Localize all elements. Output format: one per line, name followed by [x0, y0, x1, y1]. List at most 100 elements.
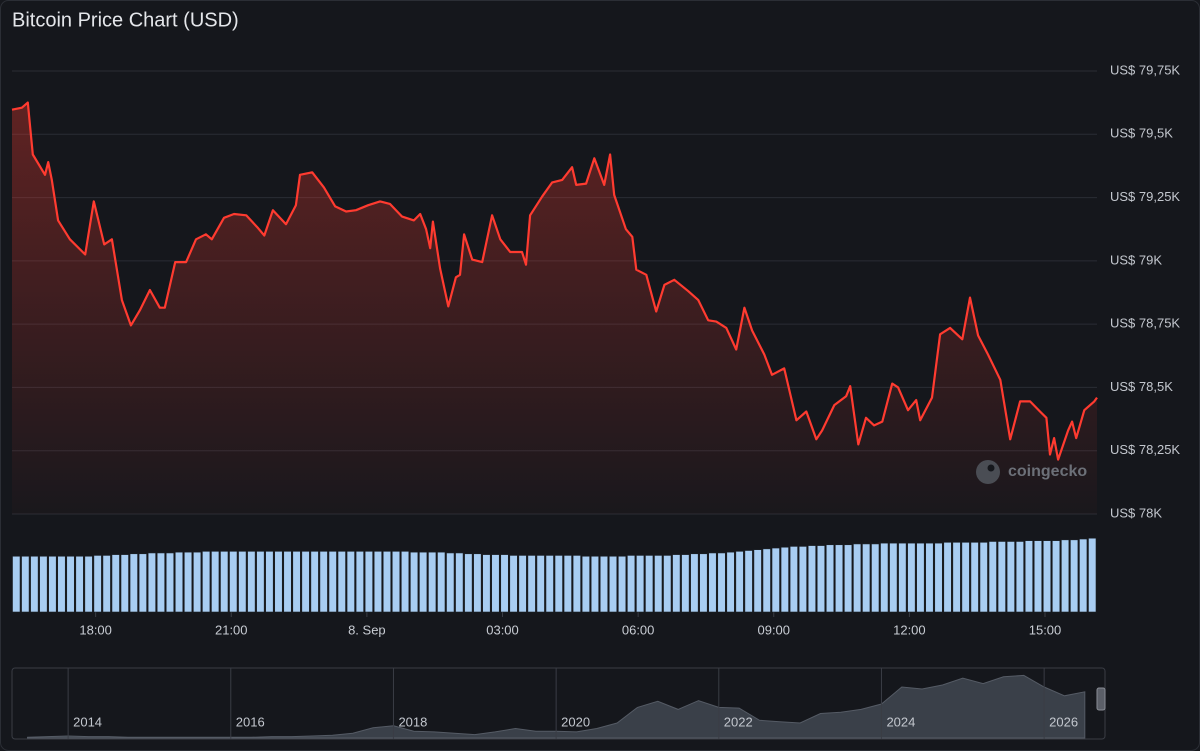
navigator-tick-label: 2020	[561, 714, 590, 729]
y-tick-label: US$ 78,25K	[1110, 442, 1180, 457]
volume-bar	[12, 555, 21, 613]
volume-bar	[129, 553, 138, 613]
y-tick-label: US$ 78K	[1110, 505, 1162, 520]
volume-bar	[545, 555, 554, 613]
volume-bar	[907, 542, 916, 613]
navigator-tick-label: 2024	[886, 714, 915, 729]
volume-bar	[165, 552, 175, 613]
volume-bar	[536, 555, 545, 613]
watermark-logo	[976, 460, 1000, 484]
volume-bar	[599, 555, 609, 613]
volume-bar	[138, 553, 147, 613]
x-tick-label: 18:00	[79, 622, 112, 637]
volume-bar	[1015, 541, 1024, 613]
navigator-tick-label: 2016	[236, 714, 265, 729]
volume-bar	[48, 555, 57, 613]
volume-bar	[771, 547, 780, 613]
volume-bar	[66, 555, 75, 613]
navigator-handle[interactable]	[1096, 687, 1106, 711]
volume-bar	[1088, 537, 1097, 613]
y-tick-label: US$ 79,75K	[1110, 62, 1180, 77]
volume-bar	[645, 555, 654, 613]
volume-bar	[789, 546, 798, 613]
volume-bar	[174, 551, 184, 613]
volume-bar	[193, 551, 202, 613]
y-tick-label: US$ 79,5K	[1110, 126, 1173, 141]
volume-bar	[491, 554, 500, 613]
volume-bar	[419, 551, 428, 613]
y-tick-label: US$ 79K	[1110, 252, 1162, 267]
volume-bar	[617, 555, 627, 613]
volume-bar	[997, 541, 1006, 613]
navigator-tick-label: 2018	[398, 714, 427, 729]
volume-bar	[844, 544, 853, 613]
volume-bar	[274, 551, 283, 613]
volume-bar	[147, 552, 156, 613]
volume-bar	[608, 555, 618, 613]
volume-bar	[780, 546, 789, 613]
volume-bar	[1042, 540, 1052, 613]
volume-bar	[202, 551, 211, 613]
volume-bar	[862, 543, 871, 613]
volume-bar	[708, 552, 717, 613]
volume-bar	[961, 541, 970, 613]
volume-bar	[400, 551, 410, 613]
volume-bar	[916, 542, 925, 613]
volume-bar	[283, 551, 292, 613]
volume-bar	[979, 541, 988, 613]
volume-bar	[301, 551, 310, 613]
volume-bar	[744, 550, 753, 613]
volume-bar	[952, 541, 961, 613]
volume-bar	[880, 542, 889, 613]
volume-bar	[1051, 540, 1061, 613]
volume-bar	[337, 551, 346, 613]
volume-bar	[247, 551, 256, 613]
volume-bar	[500, 554, 509, 613]
x-tick-label: 15:00	[1029, 622, 1062, 637]
volume-bar	[328, 551, 337, 613]
volume-bar	[726, 551, 735, 613]
x-tick-label: 06:00	[622, 622, 655, 637]
volume-bar	[554, 555, 563, 613]
volume-bar	[410, 551, 419, 613]
volume-bar	[816, 545, 826, 613]
volume-bar	[57, 555, 66, 613]
navigator-tick-label: 2022	[724, 714, 753, 729]
volume-bar	[183, 551, 193, 613]
volume-bar	[636, 555, 645, 613]
volume-bar	[735, 551, 744, 613]
volume-bar	[590, 555, 600, 613]
volume-bar	[798, 546, 807, 613]
volume-bar	[1070, 539, 1079, 613]
volume-bar	[120, 554, 129, 613]
volume-bar	[572, 555, 581, 613]
volume-bar	[229, 551, 238, 613]
x-tick-label: 12:00	[893, 622, 926, 637]
volume-bar	[518, 555, 527, 613]
volume-bar	[220, 551, 229, 613]
volume-bar	[364, 551, 373, 613]
volume-bar	[834, 544, 844, 613]
navigator-area	[27, 674, 1086, 739]
volume-bar	[310, 551, 319, 613]
volume-bar	[1061, 539, 1070, 613]
navigator-tick-label: 2026	[1049, 714, 1078, 729]
volume-bar	[75, 555, 84, 613]
volume-bar	[21, 555, 30, 613]
volume-bar	[211, 551, 220, 613]
volume-bar	[265, 551, 274, 613]
volume-bar	[853, 543, 862, 613]
volume-bar	[428, 551, 437, 613]
volume-bar	[102, 555, 111, 613]
volume-bar	[256, 551, 265, 613]
volume-bar	[346, 551, 355, 613]
volume-bar	[1079, 538, 1088, 613]
volume-bar	[30, 555, 39, 613]
volume-bar	[373, 551, 383, 613]
y-tick-label: US$ 78,5K	[1110, 379, 1173, 394]
volume-bar	[292, 551, 301, 613]
volume-bar	[825, 544, 835, 613]
volume-bar	[391, 551, 401, 613]
